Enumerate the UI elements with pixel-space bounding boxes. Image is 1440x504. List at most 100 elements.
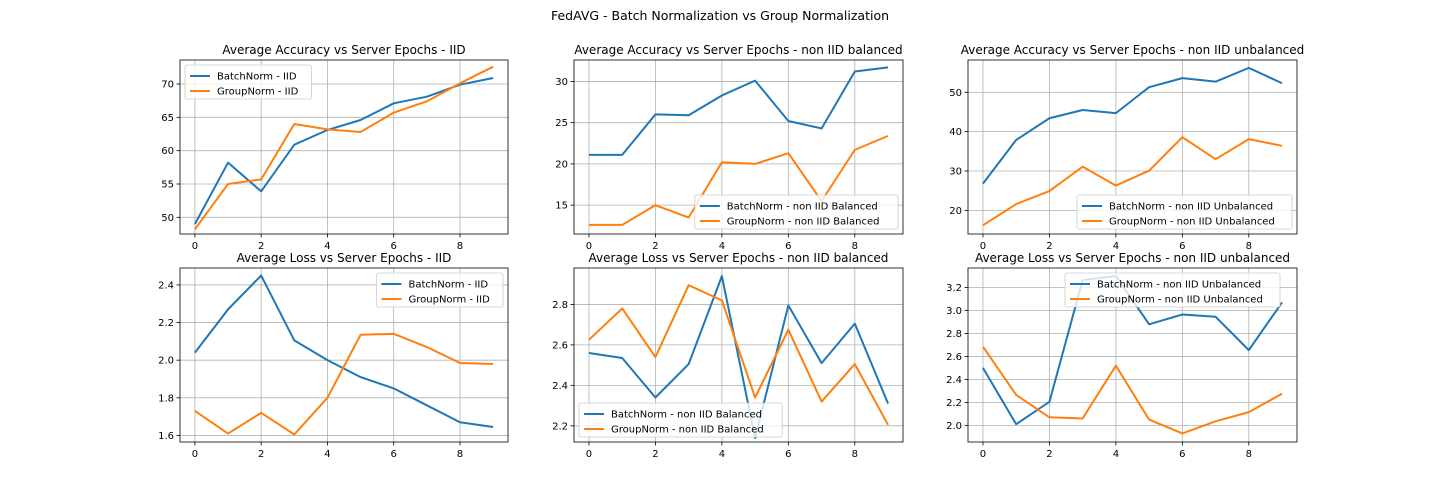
legend: BatchNorm - non IID Unbalanced GroupNorm … bbox=[1064, 272, 1281, 308]
x-tick-label: 2 bbox=[1046, 449, 1052, 460]
legend-box bbox=[184, 64, 312, 100]
y-tick-label: 2.8 bbox=[946, 329, 962, 340]
y-tick-label: 2.2 bbox=[158, 318, 174, 329]
legend-box bbox=[1076, 194, 1293, 230]
x-tick-label: 8 bbox=[457, 449, 463, 460]
x-tick-label: 4 bbox=[1113, 241, 1119, 252]
chart-title: Average Loss vs Server Epochs - non IID … bbox=[975, 251, 1290, 265]
y-tick-label: 2.2 bbox=[946, 398, 962, 409]
y-tick-label: 2.6 bbox=[552, 340, 568, 351]
y-tick-label: 60 bbox=[161, 146, 174, 157]
y-tick-label: 2.6 bbox=[946, 352, 962, 363]
x-tick-label: 2 bbox=[652, 241, 658, 252]
x-tick-label: 8 bbox=[852, 449, 858, 460]
series-line-batchnorm bbox=[588, 275, 889, 439]
y-tick-label: 2.0 bbox=[158, 356, 174, 367]
y-tick-label: 3.2 bbox=[946, 283, 962, 294]
series-line-groupnorm bbox=[194, 332, 494, 436]
legend-box bbox=[694, 194, 899, 230]
y-tick-label: 55 bbox=[161, 180, 174, 191]
x-tick-label: 2 bbox=[258, 449, 264, 460]
x-tick-label: 2 bbox=[258, 241, 264, 252]
chart-title: Average Accuracy vs Server Epochs - IID bbox=[222, 43, 465, 57]
series-line-batchnorm bbox=[982, 66, 1283, 185]
y-tick-label: 2.0 bbox=[946, 421, 962, 432]
chart-4: Average Loss vs Server Epochs - IID 0 2 4 6 8… bbox=[158, 251, 509, 460]
legend: BatchNorm - IID GroupNorm - IID bbox=[376, 272, 504, 308]
x-tick-label: 4 bbox=[324, 241, 330, 252]
legend-box bbox=[1064, 272, 1281, 308]
y-tick-label: 30 bbox=[949, 167, 962, 178]
legend-label: GroupNorm - IID bbox=[217, 87, 299, 98]
legend-label: BatchNorm - IID bbox=[409, 280, 489, 291]
legend-box bbox=[376, 272, 504, 308]
legend-label: GroupNorm - IID bbox=[409, 295, 491, 306]
x-tick-label: 0 bbox=[980, 449, 986, 460]
y-tick-label: 20 bbox=[949, 206, 962, 217]
x-tick-label: 8 bbox=[1246, 241, 1252, 252]
series-line-batchnorm bbox=[194, 77, 494, 225]
chart-title: Average Accuracy vs Server Epochs - non … bbox=[574, 43, 902, 57]
y-tick-label: 2.4 bbox=[946, 375, 962, 386]
axes-frame bbox=[573, 59, 904, 235]
legend: BatchNorm - IID GroupNorm - IID bbox=[184, 64, 312, 100]
legend-label: GroupNorm - non IID Balanced bbox=[611, 425, 764, 436]
y-tick-label: 25 bbox=[555, 118, 568, 129]
x-tick-label: 8 bbox=[457, 241, 463, 252]
chart-2: Average Accuracy vs Server Epochs - non … bbox=[555, 43, 904, 252]
series-line-batchnorm bbox=[588, 66, 889, 156]
x-tick-label: 0 bbox=[192, 449, 198, 460]
legend-label: GroupNorm - non IID Unbalanced bbox=[1109, 217, 1275, 228]
x-tick-label: 6 bbox=[1179, 449, 1185, 460]
y-tick-label: 3.0 bbox=[946, 306, 962, 317]
legend-label: GroupNorm - non IID Balanced bbox=[727, 217, 880, 228]
series-line-batchnorm bbox=[194, 274, 494, 428]
y-tick-label: 50 bbox=[949, 88, 962, 99]
legend: BatchNorm - non IID Balanced GroupNorm - … bbox=[578, 402, 783, 438]
axes-frame bbox=[179, 267, 509, 443]
legend: BatchNorm - non IID Balanced GroupNorm - … bbox=[694, 194, 899, 230]
y-tick-label: 40 bbox=[949, 127, 962, 138]
y-tick-label: 2.2 bbox=[552, 421, 568, 432]
x-tick-label: 0 bbox=[586, 449, 592, 460]
series-line-groupnorm bbox=[588, 284, 889, 426]
axes-frame bbox=[179, 59, 509, 235]
legend-label: BatchNorm - non IID Unbalanced bbox=[1109, 202, 1273, 213]
x-tick-label: 4 bbox=[1113, 449, 1119, 460]
y-tick-label: 20 bbox=[555, 159, 568, 170]
chart-6: Average Loss vs Server Epochs - non IID … bbox=[946, 251, 1298, 460]
x-tick-label: 6 bbox=[391, 449, 397, 460]
chart-title: Average Loss vs Server Epochs - IID bbox=[237, 251, 452, 265]
x-tick-label: 0 bbox=[586, 241, 592, 252]
x-tick-label: 6 bbox=[391, 241, 397, 252]
x-tick-label: 4 bbox=[324, 449, 330, 460]
legend: BatchNorm - non IID Unbalanced GroupNorm … bbox=[1076, 194, 1293, 230]
y-tick-label: 2.8 bbox=[552, 300, 568, 311]
x-tick-label: 2 bbox=[1046, 241, 1052, 252]
chart-3: Average Accuracy vs Server Epochs - non … bbox=[949, 43, 1304, 252]
y-tick-label: 30 bbox=[555, 77, 568, 88]
legend-label: BatchNorm - IID bbox=[217, 72, 297, 83]
x-tick-label: 4 bbox=[719, 241, 725, 252]
x-tick-label: 8 bbox=[852, 241, 858, 252]
x-tick-label: 6 bbox=[785, 449, 791, 460]
y-tick-label: 1.6 bbox=[158, 431, 174, 442]
y-tick-label: 65 bbox=[161, 113, 174, 124]
y-tick-label: 2.4 bbox=[552, 381, 568, 392]
series-line-groupnorm bbox=[982, 346, 1283, 435]
legend-label: BatchNorm - non IID Unbalanced bbox=[1097, 280, 1261, 291]
series-line-groupnorm bbox=[194, 65, 494, 230]
chart-5: Average Loss vs Server Epochs - non IID … bbox=[552, 251, 904, 460]
x-tick-label: 6 bbox=[785, 241, 791, 252]
x-tick-label: 4 bbox=[719, 449, 725, 460]
series-line-groupnorm bbox=[588, 134, 889, 226]
series-line-groupnorm bbox=[982, 136, 1283, 227]
legend-box bbox=[578, 402, 783, 438]
y-tick-label: 1.8 bbox=[158, 393, 174, 404]
chart-title: Average Loss vs Server Epochs - non IID … bbox=[589, 251, 889, 265]
y-tick-label: 15 bbox=[555, 201, 568, 212]
legend-label: BatchNorm - non IID Balanced bbox=[727, 202, 878, 213]
axes-frame bbox=[967, 267, 1298, 443]
axes-frame bbox=[573, 267, 904, 443]
